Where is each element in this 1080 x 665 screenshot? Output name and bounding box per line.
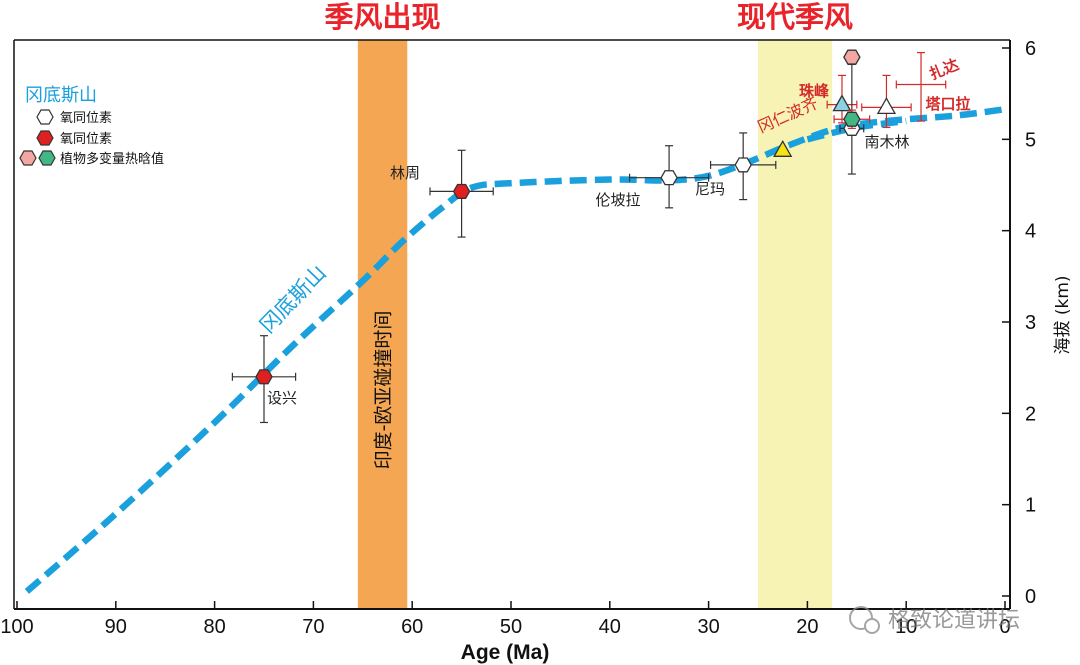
triangle-marker xyxy=(773,139,793,157)
site-label-nima: 尼玛 xyxy=(695,180,725,198)
legend-item-3: 植物多变量热晗值 xyxy=(60,151,164,167)
wechat-icon-dot xyxy=(864,618,880,634)
x-tick-label: 10 xyxy=(895,616,917,638)
x-tick-label: 100 xyxy=(0,616,33,638)
x-tick-label: 40 xyxy=(599,616,621,638)
y-ticks: 0 1 2 3 4 5 6 xyxy=(1002,38,1036,608)
hexagon-marker xyxy=(660,170,678,186)
gangdese-curve-label: 冈底斯山 xyxy=(255,261,331,338)
x-tick-label: 0 xyxy=(999,616,1010,638)
x-tick-label: 20 xyxy=(796,616,818,638)
data-point xyxy=(833,109,871,129)
data-points xyxy=(231,49,947,424)
data-point xyxy=(231,335,297,424)
data-point xyxy=(628,145,710,209)
hexagon-marker xyxy=(452,183,471,199)
y-tick-label: 5 xyxy=(1025,129,1036,151)
legend-title: 冈底斯山 xyxy=(25,85,97,106)
collision-band-label: 印度-欧亚碰撞时间 xyxy=(373,311,395,470)
y-tick-label: 1 xyxy=(1025,495,1036,517)
watermark-text: 格致论道讲坛 xyxy=(888,608,1020,633)
y-tick-label: 0 xyxy=(1025,586,1036,608)
y-tick-label: 2 xyxy=(1025,403,1036,425)
legend: 冈底斯山 氧同位素 氧同位素 植物多变量热晗值 xyxy=(19,85,164,167)
triangle-marker xyxy=(832,94,852,112)
hexagon-marker xyxy=(843,111,861,127)
data-point xyxy=(773,139,793,157)
site-label-zhada: 扎达 xyxy=(927,55,962,83)
legend-white-hexagon-icon xyxy=(36,109,54,125)
x-tick-label: 30 xyxy=(697,616,719,638)
site-label-shexing: 设兴 xyxy=(267,389,297,407)
legend-item-1: 氧同位素 xyxy=(60,111,112,126)
x-tick-label: 80 xyxy=(203,616,225,638)
y-tick-label: 4 xyxy=(1025,221,1036,243)
site-label-takoula: 塔口拉 xyxy=(925,95,970,113)
monsoon-onset-header: 季风出现 xyxy=(325,0,441,34)
hexagon-marker xyxy=(255,369,273,385)
gangdese-curve xyxy=(24,105,1006,594)
x-tick-label: 60 xyxy=(401,616,423,638)
data-point xyxy=(895,51,947,122)
triangle-marker xyxy=(876,97,897,115)
legend-red-hexagon-icon xyxy=(36,130,54,146)
x-tick-label: 90 xyxy=(105,616,127,638)
collision-band xyxy=(357,40,408,609)
data-point xyxy=(709,132,777,201)
legend-pink-hexagon-icon xyxy=(19,150,37,166)
legend-green-hexagon-icon xyxy=(38,150,56,166)
x-tick-label: 70 xyxy=(302,616,324,638)
x-axis-title: Age (Ma) xyxy=(461,641,550,664)
watermark: 格致论道讲坛 xyxy=(849,606,1020,634)
site-label-linzhou: 林周 xyxy=(390,164,420,182)
y-tick-label: 3 xyxy=(1025,312,1036,334)
data-point xyxy=(843,49,861,65)
modern-monsoon-header: 现代季风 xyxy=(737,0,853,34)
site-label-namling: 南木林 xyxy=(864,133,909,151)
hexagon-marker xyxy=(734,157,752,173)
site-label-everest: 珠峰 xyxy=(799,82,830,100)
site-label-lunpola: 伦坡拉 xyxy=(595,191,640,209)
x-tick-label: 50 xyxy=(500,616,522,638)
x-ticks: 100 90 80 70 60 50 40 30 20 10 0 xyxy=(0,601,1011,638)
data-point xyxy=(429,149,494,238)
data-point xyxy=(861,74,912,129)
y-tick-label: 6 xyxy=(1025,38,1036,60)
legend-item-2: 氧同位素 xyxy=(60,132,112,147)
y-axis-title: 海拔 (km) xyxy=(1053,275,1073,354)
hexagon-marker xyxy=(843,49,861,65)
